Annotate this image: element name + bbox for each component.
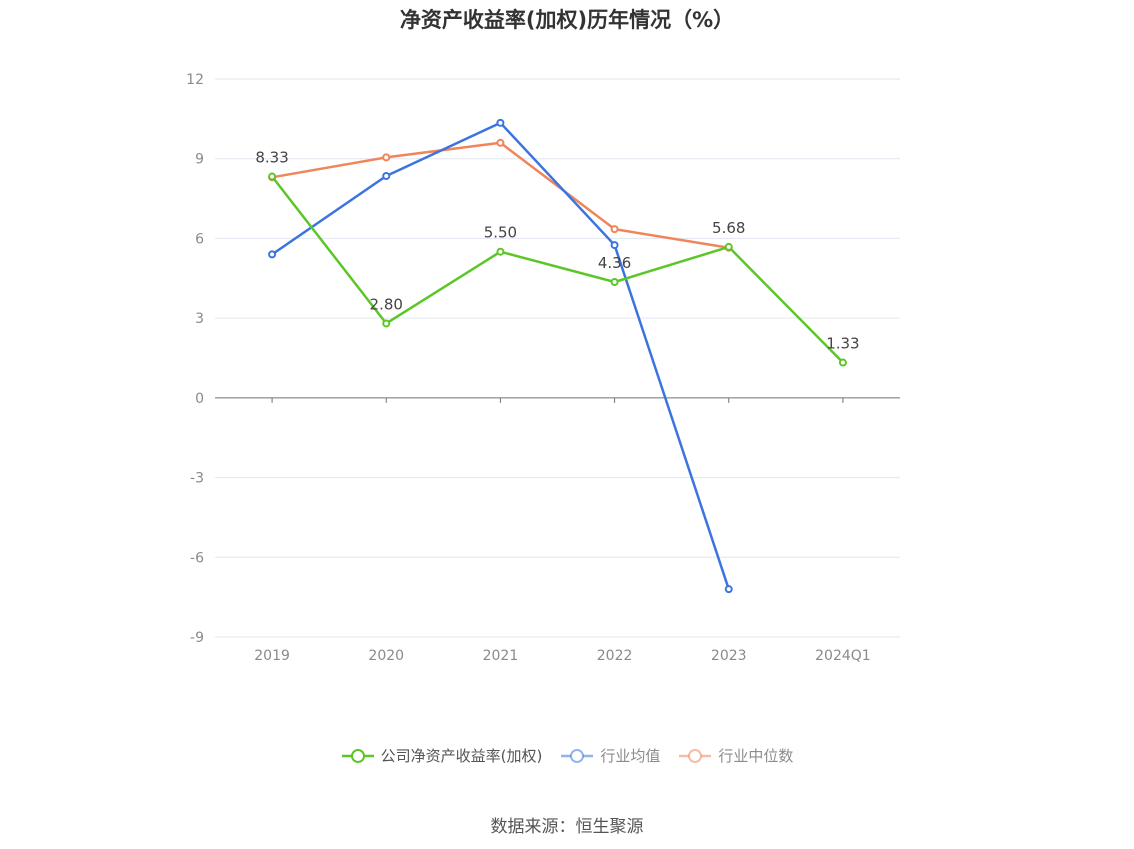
data-label: 5.68 [712, 219, 745, 237]
data-point [268, 250, 277, 259]
y-tick-label: 0 [195, 391, 204, 407]
legend-label: 公司净资产收益率(加权) [380, 747, 543, 765]
y-tick-label: 9 [195, 152, 204, 168]
data-label: 1.33 [826, 335, 859, 353]
y-tick-label: -9 [190, 630, 204, 646]
legend-item[interactable]: 行业均值 [560, 745, 660, 766]
data-label-layer: 8.33 2.80 5.50 4.36 5.68 1.33 [255, 149, 859, 353]
legend-label: 行业均值 [600, 747, 661, 765]
data-point [724, 242, 733, 251]
x-tick-label: 2021 [483, 648, 519, 664]
legend-swatch [561, 748, 594, 763]
legend-label: 行业中位数 [718, 747, 794, 765]
data-point [724, 585, 733, 594]
data-point [610, 225, 619, 234]
legend-swatch [679, 748, 712, 763]
series-line [271, 175, 844, 364]
data-label: 2.80 [370, 295, 403, 313]
x-tick-label: 2023 [711, 648, 747, 664]
data-point [382, 153, 391, 162]
data-point [268, 172, 277, 181]
data-point [610, 278, 619, 287]
y-tick-label: -6 [190, 550, 204, 566]
chart-title: 净资产收益率(加权)历年情况（%） [399, 8, 735, 32]
y-tick-label: 6 [195, 231, 204, 247]
legend-item[interactable]: 公司净资产收益率(加权) [341, 745, 543, 766]
y-tick-label: 12 [186, 72, 204, 88]
data-point [382, 319, 391, 328]
grid-layer [215, 78, 900, 638]
data-point [382, 171, 391, 180]
x-tick-label: 2022 [597, 648, 633, 664]
data-label: 4.36 [598, 254, 631, 272]
data-point [496, 138, 505, 147]
data-point [610, 241, 619, 250]
series-line [271, 121, 730, 590]
data-label: 5.50 [484, 224, 517, 242]
data-label: 8.33 [255, 149, 288, 167]
legend-swatch [341, 748, 374, 763]
x-tick-label: 2024Q1 [815, 648, 871, 664]
data-point [496, 118, 505, 127]
legend-item[interactable]: 行业中位数 [678, 745, 793, 766]
x-tick-label: 2019 [254, 648, 290, 664]
x-tick-label: 2020 [368, 648, 404, 664]
data-point [838, 358, 847, 367]
legend: 公司净资产收益率(加权) 行业均值 行业中位数 [0, 745, 1134, 766]
y-tick-label: 3 [195, 311, 204, 327]
data-point [496, 247, 505, 256]
axis-layer: 12 9 6 3 0 -3 -6 -9 2019 2020 2021 2022 2023 2024Q1 [186, 72, 900, 664]
source-note: 数据来源：恒生聚源 [490, 817, 644, 837]
y-tick-label: -3 [190, 471, 204, 487]
series-layer [268, 118, 847, 594]
